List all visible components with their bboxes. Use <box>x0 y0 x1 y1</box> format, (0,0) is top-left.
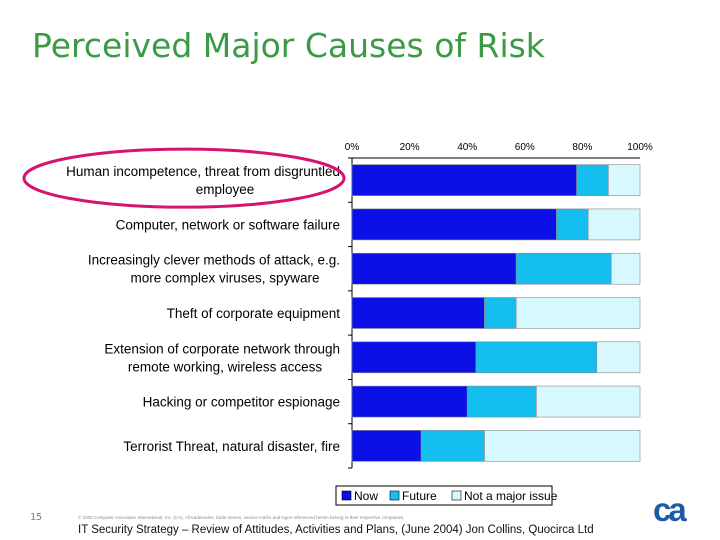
category-label: Computer, network or software failure <box>116 217 340 232</box>
category-label-line: Increasingly clever methods of attack, e… <box>88 253 340 268</box>
bar-segment <box>351 430 422 462</box>
legend-label: Not a major issue <box>464 489 558 503</box>
category-label: Increasingly clever methods of attack, e… <box>88 253 340 286</box>
category-label-line: Hacking or competitor espionage <box>143 395 340 410</box>
legend-swatch <box>451 490 462 501</box>
category-label-line: Extension of corporate network through <box>104 341 340 356</box>
bar-segment <box>576 164 609 196</box>
category-label: Human incompetence, threat from disgrunt… <box>66 164 340 197</box>
x-tick-label: 60% <box>515 142 535 153</box>
bar-segment <box>351 341 477 374</box>
bar-segment <box>484 297 517 329</box>
bar-segment <box>596 341 641 374</box>
legend-swatch <box>341 490 352 501</box>
category-label-line: more complex viruses, spyware <box>130 271 319 286</box>
bar-segment <box>484 430 641 462</box>
bar-segment <box>556 208 589 241</box>
legend-label: Now <box>354 489 378 503</box>
bar-segment <box>610 252 641 285</box>
bar-segment <box>351 297 485 329</box>
category-label-line: employee <box>196 182 255 197</box>
copyright-notice: © 2005 Computer Associates International… <box>78 515 405 520</box>
bar-segment <box>515 252 612 285</box>
bar-segment <box>351 385 468 418</box>
category-label-line: Human incompetence, threat from disgrunt… <box>66 164 340 179</box>
category-label-line: remote working, wireless access <box>128 359 323 374</box>
ca-logo: ca <box>653 491 687 528</box>
bar-segment <box>536 385 641 418</box>
source-citation: IT Security Strategy – Review of Attitud… <box>78 524 594 536</box>
legend-swatch <box>389 490 400 501</box>
legend-label: Future <box>402 489 437 503</box>
category-label: Extension of corporate network through re… <box>104 341 340 374</box>
x-tick-label: 80% <box>572 142 592 153</box>
bar-segment <box>420 430 485 462</box>
bar-segment <box>351 164 577 196</box>
bar-segment <box>587 208 641 241</box>
bar-segment <box>608 164 641 196</box>
slide-title: Perceived Major Causes of Risk <box>32 26 545 65</box>
page-number: 15 <box>30 512 43 523</box>
x-tick-label: 40% <box>457 142 477 153</box>
category-label-line: Terrorist Threat, natural disaster, fire <box>123 439 340 454</box>
bar-segment <box>351 208 557 241</box>
x-tick-label: 0% <box>345 142 360 153</box>
category-label-line: Computer, network or software failure <box>116 217 340 232</box>
bar-segment <box>475 341 598 374</box>
category-label-line: Theft of corporate equipment <box>167 306 341 321</box>
x-tick-label: 100% <box>627 142 653 153</box>
category-label: Terrorist Threat, natural disaster, fire <box>123 439 340 454</box>
bar-segment <box>515 297 641 329</box>
bar-segment <box>466 385 537 418</box>
highlight-ellipse <box>22 147 346 209</box>
x-tick-label: 20% <box>400 142 420 153</box>
category-label: Hacking or competitor espionage <box>143 395 340 410</box>
bar-segment <box>351 252 517 285</box>
category-label: Theft of corporate equipment <box>167 306 341 321</box>
